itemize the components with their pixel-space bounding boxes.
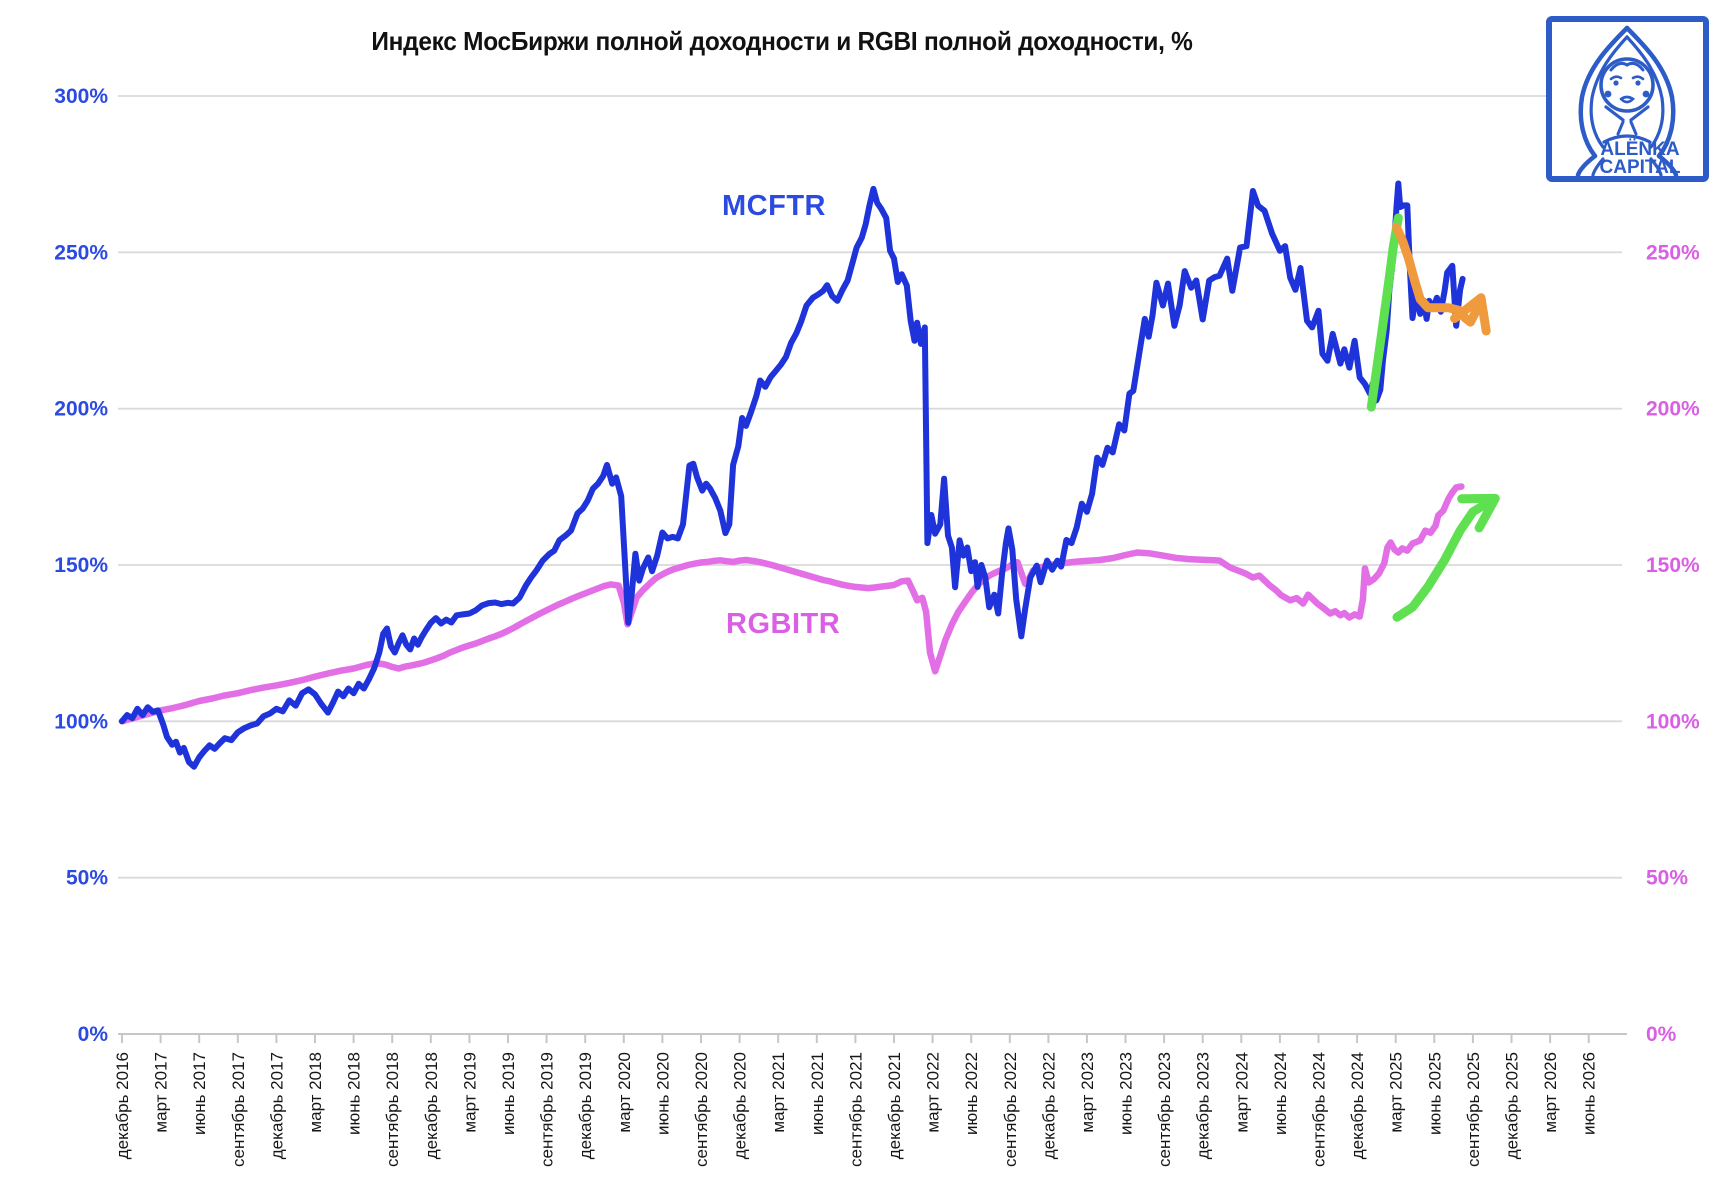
doll-eye-left [1613,80,1619,86]
orange-right-arrow-mcftr [1391,222,1491,336]
y-axis-label-left: 100% [54,710,108,733]
x-axis-label: сентябрь 2023 [1155,1052,1174,1167]
y-axis-label-left: 50% [66,867,108,890]
logo-text-line1: ALËNKA [1600,139,1679,160]
x-axis-label: декабрь 2022 [1039,1052,1058,1159]
y-axis-label-right: 50% [1646,867,1688,890]
x-axis-label: июнь 2026 [1580,1052,1599,1135]
x-axis-label: июнь 2020 [653,1052,672,1135]
x-axis-label: июнь 2019 [499,1052,518,1135]
x-axis-label: декабрь 2016 [113,1052,132,1159]
x-axis-label: июнь 2017 [190,1052,209,1135]
series-label-mcftr: MCFTR [722,190,826,222]
x-axis-label: март 2018 [306,1052,325,1133]
x-axis-label: декабрь 2018 [422,1052,441,1159]
x-axis-label: декабрь 2021 [885,1052,904,1159]
series-label-rgbitr: RGBITR [726,608,841,640]
series-line-rgbitr [118,483,1465,725]
x-axis-label: март 2020 [615,1052,634,1133]
logo-text-line2: CAPITAL [1600,157,1681,176]
y-axis-label-left: 250% [54,241,108,264]
x-axis-label: декабрь 2020 [731,1052,750,1159]
x-axis-label: март 2024 [1232,1052,1251,1133]
x-axis-label: март 2019 [460,1052,479,1133]
x-axis-label: июнь 2024 [1271,1052,1290,1135]
x-axis-label: декабрь 2019 [576,1052,595,1159]
x-axis-label: сентябрь 2022 [1001,1052,1020,1167]
y-axis-label-left: 200% [54,398,108,421]
x-axis-label: март 2025 [1387,1052,1406,1133]
y-axis-label-right: 250% [1646,241,1700,264]
x-axis-label: март 2026 [1541,1052,1560,1133]
x-axis-label: июнь 2021 [808,1052,827,1135]
x-axis-label: сентябрь 2020 [692,1052,711,1167]
x-axis-label: июнь 2023 [1117,1052,1136,1135]
x-axis-label: март 2021 [769,1052,788,1133]
x-axis-label: декабрь 2023 [1194,1052,1213,1159]
x-axis-label: июнь 2025 [1425,1052,1444,1135]
x-axis-label: март 2022 [924,1052,943,1133]
x-axis-label: сентябрь 2017 [229,1052,248,1167]
chart-title: Индекс МосБиржи полной доходности и RGBI… [371,26,1193,56]
matryoshka-icon: ALËNKA CAPITAL [1575,25,1681,176]
x-axis-label: сентябрь 2024 [1310,1052,1329,1167]
y-axis-label-left: 300% [54,85,108,108]
x-axis-label: декабрь 2017 [267,1052,286,1159]
y-axis-label-right: 150% [1646,554,1700,577]
doll-cheek-right [1642,90,1650,98]
x-axis-label: сентябрь 2018 [383,1052,402,1167]
x-axis-label: сентябрь 2025 [1464,1052,1483,1167]
x-axis-label: март 2023 [1078,1052,1097,1133]
x-axis-label: сентябрь 2021 [846,1052,865,1167]
doll-cheek-left [1604,90,1612,98]
green-up-arrow-mcftr [1366,213,1403,412]
green-up-arrow-rgbitr [1392,493,1500,622]
x-axis-label: июнь 2022 [962,1052,981,1135]
y-axis-label-right: 0% [1646,1023,1677,1046]
alenka-capital-logo: ALËNKA CAPITAL [1546,16,1709,182]
y-axis-label-left: 150% [54,554,108,577]
y-axis-label-right: 100% [1646,710,1700,733]
x-axis-label: декабрь 2024 [1348,1052,1367,1159]
doll-eye-right [1635,80,1641,86]
y-axis-label-left: 0% [78,1023,109,1046]
x-axis-label: март 2017 [152,1052,171,1133]
y-axis-label-right: 200% [1646,398,1700,421]
x-axis-label: сентябрь 2019 [538,1052,557,1167]
series-line-mcftr [119,180,1466,770]
x-axis-label: июнь 2018 [345,1052,364,1135]
x-axis-label: декабрь 2025 [1503,1052,1522,1159]
